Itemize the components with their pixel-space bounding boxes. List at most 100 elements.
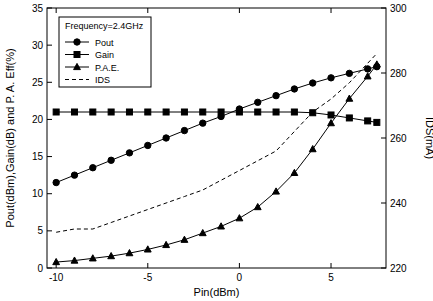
series-line: [56, 67, 377, 183]
point: [346, 115, 352, 121]
x-tick-label: 5: [328, 272, 334, 283]
legend-marker: [74, 52, 80, 58]
point: [291, 169, 298, 175]
point: [346, 70, 352, 76]
y-tick: [47, 8, 52, 9]
chart: -10 -5 0 5 0 5 10 15 20 25 30 35 220 240 260 280 300 Pin(…: [0, 0, 433, 301]
x-tick-label: -10: [49, 272, 64, 283]
legend-marker: [74, 39, 80, 45]
point: [310, 110, 316, 116]
y2-tick-label: 220: [390, 263, 407, 274]
y-tick-label: 35: [32, 3, 44, 14]
point: [218, 223, 225, 229]
y-tick-label: 25: [32, 77, 44, 88]
y-tick-label: 30: [32, 40, 44, 51]
y2-tick: [381, 138, 386, 139]
y-axis-label: Pout(dBm),Gain(dB) and P. A. Eff(%): [4, 48, 16, 227]
point: [53, 179, 59, 185]
point: [126, 150, 132, 156]
point: [236, 109, 242, 115]
series-line: [56, 54, 377, 233]
point: [181, 236, 188, 242]
point: [126, 109, 132, 115]
y-tick: [47, 45, 52, 46]
y-tick-label: 0: [37, 263, 43, 274]
y-tick: [47, 82, 52, 83]
point: [90, 165, 96, 171]
point: [108, 109, 114, 115]
legend-line: [65, 79, 89, 80]
x-tick: [147, 263, 148, 268]
point: [163, 109, 169, 115]
x-axis-label: Pin(dBm): [194, 286, 240, 298]
y-tick-label: 20: [32, 114, 44, 125]
x-tick-label: -5: [143, 272, 152, 283]
point: [163, 135, 169, 141]
x-tick: [239, 263, 240, 268]
x-tick: [331, 263, 332, 268]
y-tick: [47, 156, 52, 157]
point: [53, 109, 59, 115]
point: [145, 142, 151, 148]
point: [364, 73, 371, 79]
legend-label: IDS: [95, 75, 110, 85]
point: [126, 250, 133, 256]
legend: Frequency=2.4GHz Pout Gain P.A.E. IDS: [59, 17, 151, 87]
point: [291, 109, 297, 115]
point: [89, 255, 96, 261]
y2-tick: [381, 73, 386, 74]
series-line: [56, 64, 377, 262]
point: [273, 188, 280, 194]
y-tick-label: 10: [32, 188, 44, 199]
point: [108, 253, 115, 259]
point: [273, 109, 279, 115]
point: [53, 258, 60, 264]
point: [200, 120, 206, 126]
point: [218, 109, 224, 115]
point: [255, 99, 261, 105]
point: [365, 118, 371, 124]
legend-label: P.A.E.: [95, 63, 119, 73]
plot-frame: [47, 8, 386, 268]
point: [328, 120, 335, 126]
x-tick-label: 0: [237, 272, 243, 283]
point: [90, 109, 96, 115]
y2-tick-label: 280: [390, 68, 407, 79]
y-tick-label: 5: [37, 225, 43, 236]
y-tick: [47, 119, 52, 120]
point: [199, 229, 206, 235]
point: [71, 109, 77, 115]
x-tick-top: [331, 8, 332, 13]
point: [310, 80, 316, 86]
point: [291, 86, 297, 92]
legend-title: Frequency=2.4GHz: [65, 21, 144, 31]
y-tick: [47, 193, 52, 194]
y2-tick: [381, 268, 386, 269]
y2-tick-label: 300: [390, 3, 407, 14]
x-tick-top: [56, 8, 57, 13]
point: [181, 109, 187, 115]
legend-box: [59, 17, 151, 87]
point: [273, 92, 279, 98]
point: [200, 109, 206, 115]
y2-tick-label: 260: [390, 133, 407, 144]
y2-tick: [381, 203, 386, 204]
point: [255, 109, 261, 115]
point: [364, 66, 370, 72]
point: [346, 95, 353, 101]
x-tick-top: [239, 8, 240, 13]
point: [71, 257, 78, 263]
point: [145, 109, 151, 115]
point: [328, 75, 334, 81]
series-line: [56, 112, 377, 122]
x-tick-top: [147, 8, 148, 13]
legend-marker: [74, 63, 81, 69]
point: [181, 127, 187, 133]
legend-label: Pout: [95, 38, 114, 48]
point: [374, 119, 380, 125]
y2-tick-label: 240: [390, 198, 407, 209]
y-tick-label: 15: [32, 151, 44, 162]
legend-label: Gain: [95, 50, 114, 60]
y-tick: [47, 268, 52, 269]
point: [328, 112, 334, 118]
